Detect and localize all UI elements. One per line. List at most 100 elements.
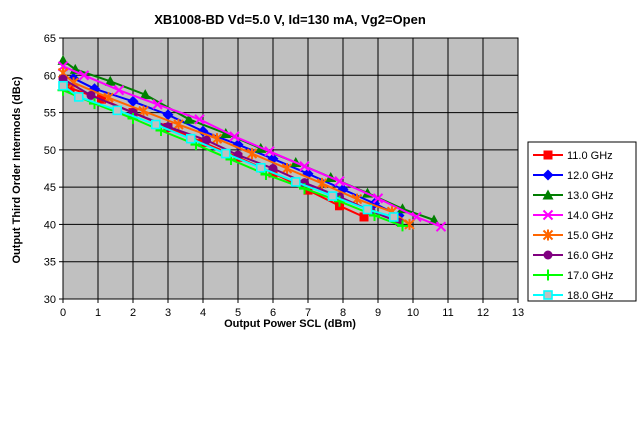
x-tick-label: 5 bbox=[235, 307, 241, 319]
data-point-18-0-ghz bbox=[388, 212, 399, 222]
data-point-18-0-ghz bbox=[327, 191, 338, 201]
y-tick-labels: 30 35 40 45 50 55 60 65 bbox=[44, 33, 56, 306]
legend-swatch-marker bbox=[542, 269, 554, 281]
data-point-18-0-ghz bbox=[58, 80, 68, 91]
data-point-13-0-ghz bbox=[183, 113, 195, 124]
legend-label: 13.0 GHz bbox=[567, 190, 613, 202]
data-point-13-0-ghz bbox=[139, 89, 151, 100]
data-point-15-0-ghz bbox=[351, 193, 363, 205]
legend: 11.0 GHz 12.0 GHz 13.0 GHz 14.0 GHz 15.0 GHz… bbox=[527, 141, 637, 302]
x-axis-title: Output Power SCL (dBm) bbox=[224, 318, 356, 330]
x-tick-label: 8 bbox=[340, 307, 346, 319]
data-point-14-0-ghz bbox=[229, 131, 240, 142]
data-point-18-0-ghz bbox=[362, 204, 373, 215]
chart-title: XB1008-BD Vd=5.0 V, Id=130 mA, Vg2=Open bbox=[154, 12, 426, 27]
data-point-13-0-ghz bbox=[104, 75, 116, 86]
y-tick-label: 50 bbox=[44, 145, 56, 157]
legend-label: 16.0 GHz bbox=[567, 250, 613, 262]
legend-entry-17-0-ghz: 17.0 GHz bbox=[533, 269, 613, 282]
x-tick-label: 7 bbox=[305, 307, 311, 319]
data-point-14-0-ghz bbox=[264, 146, 275, 157]
x-tick-label: 0 bbox=[60, 307, 66, 319]
y-tick-label: 40 bbox=[44, 219, 56, 231]
legend-label: 15.0 GHz bbox=[567, 230, 613, 242]
data-point-15-0-ghz bbox=[173, 119, 184, 131]
legend-entry-12-0-ghz: 12.0 GHz bbox=[533, 169, 613, 182]
x-tick-label: 6 bbox=[270, 307, 276, 319]
data-point-15-0-ghz bbox=[68, 77, 79, 89]
data-point-14-0-ghz bbox=[372, 193, 384, 204]
data-point-14-0-ghz bbox=[113, 84, 125, 96]
x-tick-label: 10 bbox=[407, 307, 419, 319]
y-tick-label: 55 bbox=[44, 108, 56, 120]
legend-entry-11-0-ghz: 11.0 GHz bbox=[533, 150, 613, 162]
x-tick-label: 2 bbox=[130, 307, 136, 319]
y-tick-label: 35 bbox=[44, 257, 56, 269]
data-point-14-0-ghz bbox=[435, 221, 447, 232]
plot-area bbox=[62, 37, 519, 300]
legend-swatch-marker bbox=[542, 189, 554, 200]
data-point-17-0-ghz bbox=[127, 113, 139, 125]
data-point-14-0-ghz bbox=[78, 70, 90, 81]
data-point-11-0-ghz bbox=[359, 212, 369, 222]
data-point-14-0-ghz bbox=[194, 114, 205, 125]
data-point-11-0-ghz bbox=[65, 83, 75, 93]
x-tick-label: 11 bbox=[442, 307, 453, 319]
data-point-18-0-ghz bbox=[112, 105, 123, 116]
legend-entry-13-0-ghz: 13.0 GHz bbox=[533, 189, 613, 202]
legend-entry-15-0-ghz: 15.0 GHz bbox=[533, 229, 613, 242]
data-point-16-0-ghz bbox=[202, 135, 211, 145]
data-point-18-0-ghz bbox=[255, 162, 266, 173]
series-line-14-0-ghz bbox=[62, 65, 442, 228]
series-line-15-0-ghz bbox=[62, 72, 411, 226]
legend-entry-18-0-ghz: 18.0 GHz bbox=[533, 290, 613, 302]
x-tick-label: 9 bbox=[375, 307, 381, 319]
series-layer bbox=[57, 54, 447, 232]
legend-label: 12.0 GHz bbox=[567, 170, 613, 182]
data-point-18-0-ghz bbox=[185, 133, 196, 144]
legend-entry-16-0-ghz: 16.0 GHz bbox=[533, 250, 613, 262]
data-point-15-0-ghz bbox=[246, 148, 258, 160]
data-point-14-0-ghz bbox=[152, 99, 163, 110]
data-point-15-0-ghz bbox=[316, 177, 328, 189]
x-tick-label: 3 bbox=[165, 307, 171, 319]
data-point-18-0-ghz bbox=[290, 177, 301, 187]
x-tick-label: 12 bbox=[477, 307, 489, 319]
legend-swatch-marker bbox=[542, 209, 554, 221]
legend-label: 11.0 GHz bbox=[567, 150, 613, 162]
data-point-16-0-ghz bbox=[86, 90, 96, 100]
series-18-0-ghz bbox=[58, 80, 399, 222]
x-tick-labels: 0 1 2 3 4 5 6 7 8 9 10 11 12 13 bbox=[60, 307, 524, 319]
data-point-15-0-ghz bbox=[138, 105, 149, 117]
series-15-0-ghz bbox=[57, 67, 415, 230]
data-point-12-0-ghz bbox=[162, 109, 174, 121]
legend-swatch-marker bbox=[542, 229, 554, 241]
legend-swatch-marker bbox=[542, 169, 554, 181]
legend-entry-14-0-ghz: 14.0 GHz bbox=[533, 209, 613, 222]
data-point-12-0-ghz bbox=[127, 95, 139, 107]
grid bbox=[59, 37, 519, 303]
data-point-17-0-ghz bbox=[397, 220, 408, 232]
x-tick-label: 13 bbox=[512, 307, 524, 319]
data-point-18-0-ghz bbox=[150, 119, 161, 130]
legend-swatch-marker bbox=[543, 150, 553, 160]
data-point-18-0-ghz bbox=[220, 148, 231, 159]
y-tick-label: 65 bbox=[44, 33, 56, 45]
x-tick-label: 1 bbox=[95, 307, 101, 319]
data-point-15-0-ghz bbox=[404, 218, 415, 230]
y-tick-label: 60 bbox=[44, 70, 56, 82]
legend-swatch-marker bbox=[543, 290, 553, 300]
legend-label: 14.0 GHz bbox=[567, 210, 613, 222]
data-point-15-0-ghz bbox=[281, 163, 293, 174]
x-tick-label: 4 bbox=[200, 307, 206, 319]
legend-label: 17.0 GHz bbox=[567, 270, 613, 282]
data-point-18-0-ghz bbox=[73, 92, 84, 102]
y-axis-title: Output Third Order Intermods (dBc) bbox=[11, 76, 23, 263]
data-point-15-0-ghz bbox=[211, 133, 223, 145]
y-tick-label: 30 bbox=[44, 294, 56, 306]
legend-label: 18.0 GHz bbox=[567, 290, 613, 302]
y-tick-label: 45 bbox=[44, 182, 56, 194]
data-point-14-0-ghz bbox=[334, 175, 345, 187]
data-point-14-0-ghz bbox=[299, 161, 310, 172]
